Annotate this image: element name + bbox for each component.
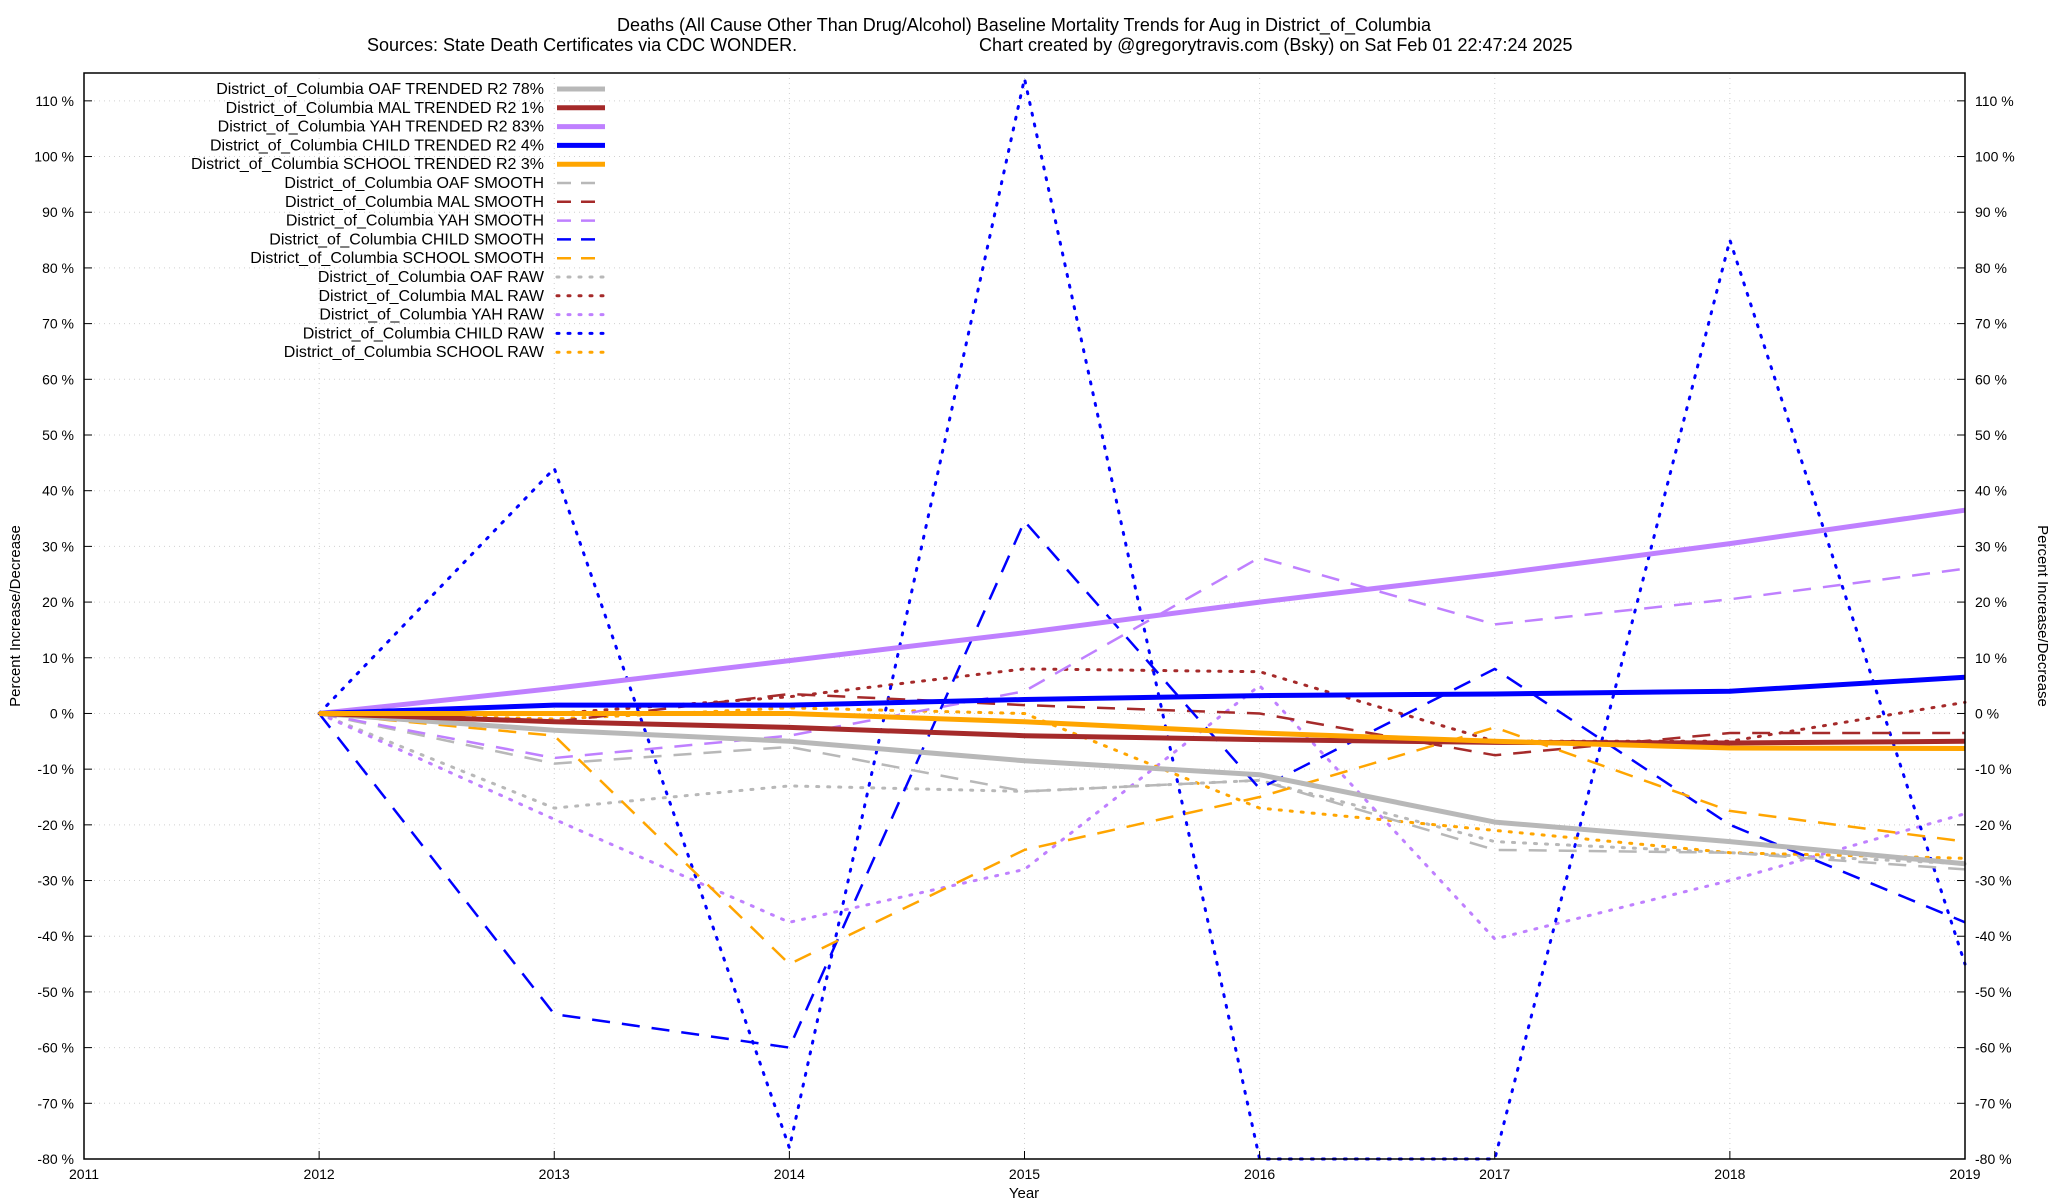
- legend-label: District_of_Columbia CHILD RAW: [303, 325, 545, 342]
- y-tick-label: -60 %: [37, 1040, 74, 1056]
- chart-subtitle-right: Chart created by @gregorytravis.com (Bsk…: [979, 35, 1573, 55]
- y-tick-label: -10 %: [37, 761, 74, 777]
- series-line-7: [318, 556, 1966, 760]
- y-tick-label: 100 %: [34, 149, 74, 165]
- y2-tick-label: 100 %: [1975, 149, 2015, 165]
- y2-tick-label: -80 %: [1975, 1151, 2012, 1167]
- x-tick-label: 2018: [1714, 1166, 1745, 1182]
- legend-label: District_of_Columbia SCHOOL RAW: [284, 344, 545, 361]
- series-line-8: [318, 520, 1966, 1049]
- chart-title: Deaths (All Cause Other Than Drug/Alcoho…: [617, 15, 1432, 36]
- series-line-12: [317, 683, 1967, 941]
- x-tick-label: 2015: [1009, 1166, 1040, 1182]
- legend-label: District_of_Columbia MAL SMOOTH: [285, 194, 544, 211]
- y-tick-label: -40 %: [37, 928, 74, 944]
- legend-label: District_of_Columbia YAH RAW: [319, 307, 545, 324]
- y-tick-label: -30 %: [37, 873, 74, 889]
- y2-tick-label: 10 %: [1975, 650, 2007, 666]
- y2-axis-label: Percent Increase/Decrease: [2034, 525, 2048, 707]
- legend: District_of_Columbia OAF TRENDED R2 78% D…: [191, 81, 607, 361]
- x-tick-label: 2019: [1949, 1166, 1980, 1182]
- y2-tick-label: 90 %: [1975, 204, 2007, 220]
- y2-tick-label: 30 %: [1975, 538, 2007, 554]
- y2-tick-label: 0 %: [1975, 705, 1999, 721]
- legend-label: District_of_Columbia OAF RAW: [318, 269, 545, 286]
- series-line-0: [318, 711, 1966, 867]
- legend-label: District_of_Columbia CHILD SMOOTH: [269, 231, 544, 248]
- y-tick-label: 40 %: [42, 483, 74, 499]
- x-tick-label: 2016: [1244, 1166, 1275, 1182]
- series-line-2: [318, 507, 1966, 716]
- y-tick-label: 110 %: [35, 93, 74, 109]
- chart-subtitle-left: Sources: State Death Certificates via CD…: [367, 35, 797, 55]
- y-tick-label: 30 %: [42, 538, 74, 554]
- y-tick-label: 0 %: [50, 705, 74, 721]
- y2-tick-label: 80 %: [1975, 260, 2007, 276]
- y2-tick-label: -70 %: [1975, 1095, 2012, 1111]
- y2-tick-label: -30 %: [1975, 873, 2012, 889]
- y-tick-label: 70 %: [42, 316, 74, 332]
- series-line-4: [319, 711, 1966, 751]
- x-axis-label: Year: [1009, 1185, 1039, 1200]
- x-tick-label: 2011: [69, 1166, 99, 1182]
- legend-label: District_of_Columbia YAH SMOOTH: [286, 213, 544, 230]
- y-tick-label: -20 %: [37, 817, 74, 833]
- y2-tick-label: -20 %: [1975, 817, 2012, 833]
- legend-label: District_of_Columbia SCHOOL TRENDED R2 3…: [191, 156, 544, 173]
- y2-tick-label: -40 %: [1975, 928, 2012, 944]
- series-line-1: [319, 711, 1966, 746]
- y-tick-label: -50 %: [37, 984, 74, 1000]
- y2-tick-label: 50 %: [1975, 427, 2007, 443]
- x-tick-label: 2017: [1479, 1166, 1510, 1182]
- y2-tick-label: 110 %: [1975, 93, 2014, 109]
- y-tick-label: 20 %: [42, 594, 74, 610]
- legend-label: District_of_Columbia MAL TRENDED R2 1%: [226, 100, 544, 117]
- legend-label: District_of_Columbia OAF SMOOTH: [284, 175, 544, 192]
- y-tick-label: 80 %: [42, 260, 74, 276]
- series-group: [317, 78, 1967, 1161]
- series-line-5: [318, 712, 1966, 871]
- axes: 110 % 110 % 100 % 100 % 90 % 90 % 80 % 80 % 70 %…: [34, 93, 2014, 1182]
- y2-tick-label: -10 %: [1975, 761, 2012, 777]
- y2-tick-label: 60 %: [1975, 371, 2007, 387]
- y-tick-label: 60 %: [42, 371, 74, 387]
- legend-label: District_of_Columbia CHILD TRENDED R2 4%: [210, 137, 544, 154]
- series-line-11: [317, 667, 1967, 743]
- legend-label: District_of_Columbia SCHOOL SMOOTH: [250, 250, 544, 267]
- series-line-3: [319, 674, 1966, 716]
- x-tick-label: 2012: [304, 1166, 335, 1182]
- y2-tick-label: 70 %: [1975, 316, 2007, 332]
- x-tick-label: 2014: [774, 1166, 805, 1182]
- series-line-9: [318, 712, 1966, 966]
- y2-tick-label: 40 %: [1975, 483, 2007, 499]
- legend-label: District_of_Columbia OAF TRENDED R2 78%: [216, 81, 544, 98]
- y-tick-label: -80 %: [37, 1151, 74, 1167]
- legend-label: District_of_Columbia MAL RAW: [318, 288, 544, 305]
- y-axis-label: Percent Increase/Decrease: [7, 525, 24, 707]
- y-tick-label: 50 %: [42, 427, 74, 443]
- y-tick-label: -70 %: [37, 1095, 74, 1111]
- y2-tick-label: 20 %: [1975, 594, 2007, 610]
- x-tick-label: 2013: [539, 1166, 570, 1182]
- y-tick-label: 10 %: [42, 650, 74, 666]
- y-tick-label: 90 %: [42, 204, 74, 220]
- y2-tick-label: -50 %: [1975, 984, 2012, 1000]
- legend-label: District_of_Columbia YAH TRENDED R2 83%: [218, 119, 544, 136]
- series-line-10: [317, 712, 1967, 866]
- series-line-6: [319, 692, 1965, 757]
- y2-tick-label: -60 %: [1975, 1040, 2012, 1056]
